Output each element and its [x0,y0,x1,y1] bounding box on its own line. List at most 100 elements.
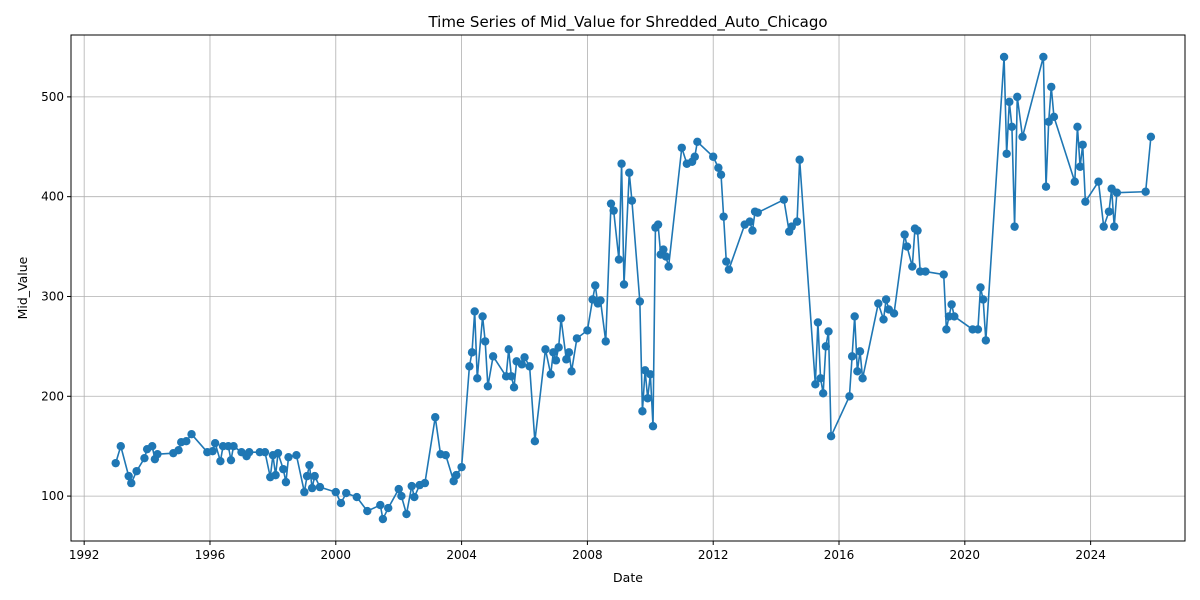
data-point [1041,182,1051,191]
data-point [879,315,888,324]
data-point [116,441,125,451]
data-point [824,327,833,336]
data-point [1099,222,1108,231]
data-point [1049,112,1059,122]
data-point [619,280,629,289]
data-point [811,380,820,389]
data-point [999,52,1009,62]
data-point [216,456,225,466]
data-point [273,448,283,458]
data-point [551,356,561,365]
x-tick-label: 2020 [950,548,981,562]
data-point [363,506,372,516]
data-point [271,470,280,480]
data-point [567,367,576,376]
y-tick-label: 400 [41,190,64,204]
data-point [525,362,534,371]
data-point [397,491,406,501]
data-point [853,367,862,376]
data-point [601,337,610,346]
data-point [1104,207,1114,216]
data-point [465,362,474,371]
y-tick-label: 500 [41,90,64,104]
data-point [638,407,647,416]
y-tick-label: 200 [41,389,64,403]
data-point [1013,92,1022,102]
data-point [402,509,411,519]
data-point [279,464,288,474]
x-tick-label: 1996 [195,548,226,562]
data-point [1007,122,1017,132]
data-point [530,437,540,446]
data-point [376,500,385,510]
data-point [174,445,183,455]
data-point [315,482,325,492]
plot-frame [70,34,1186,542]
data-point [627,196,637,205]
data-point [690,152,699,161]
data-point [478,312,487,321]
data-point [384,503,393,513]
data-point [229,441,238,451]
data-point [779,195,789,204]
data-point [111,458,120,468]
data-point [748,226,757,235]
data-point [646,370,655,379]
data-point [210,438,220,448]
data-point [635,297,645,306]
data-point [1141,187,1150,196]
data-point [310,471,319,481]
series-line [114,56,1152,520]
data-point [818,389,828,398]
data-point [331,487,340,497]
data-point [850,312,859,321]
data-point [659,245,668,254]
data-point [724,265,734,274]
data-point [1018,132,1027,141]
data-point [950,312,959,321]
data-point [352,492,361,502]
data-point [1094,177,1103,186]
data-point [939,270,948,279]
data-point [792,217,802,226]
data-point [745,217,754,226]
data-point [245,447,254,457]
data-point [457,462,466,472]
data-point [1047,82,1056,92]
data-point [208,446,217,456]
data-point [753,208,762,217]
data-point [504,345,513,354]
y-axis-ticks: 100 200 300 400 500 [41,90,71,503]
data-point [1073,122,1082,132]
data-point [889,309,899,318]
data-point [226,455,236,465]
data-point [813,318,823,327]
data-point [900,230,909,239]
data-point [981,336,991,345]
data-point [826,432,836,441]
data-point [483,382,493,391]
data-point [709,152,718,161]
data-point [1112,188,1122,197]
data-point [281,477,291,487]
data-point [908,262,917,271]
data-point [541,345,550,354]
x-tick-label: 2000 [321,548,352,562]
data-point [470,307,479,316]
data-point [292,450,301,460]
data-point [664,262,673,271]
data-point [1146,132,1156,141]
data-point [410,492,419,502]
data-point [653,220,663,229]
data-point [572,334,582,343]
data-point [614,255,624,264]
data-point [661,252,671,261]
data-point [881,295,891,304]
data-point [336,498,346,508]
data-point [596,296,605,305]
data-point [858,374,867,383]
data-point [716,170,726,179]
x-tick-label: 1992 [69,548,100,562]
data-point [591,281,600,290]
